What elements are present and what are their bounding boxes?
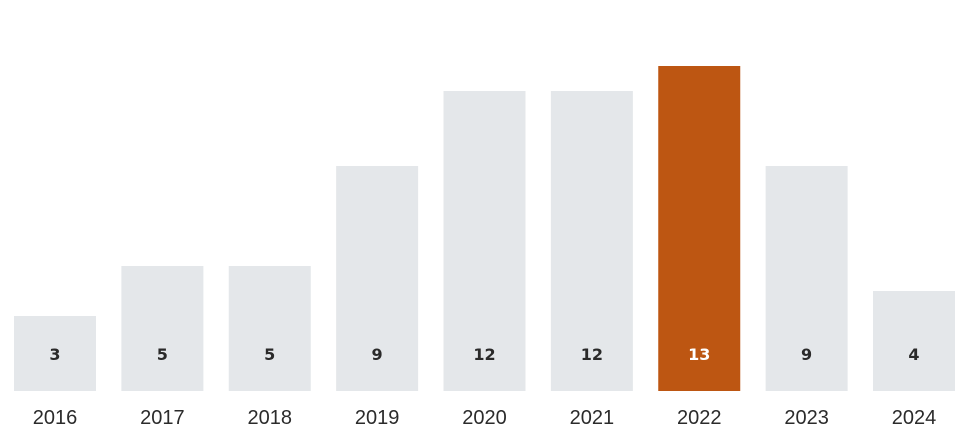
value-label-2017: 5 (157, 345, 168, 364)
x-tick-label-2024: 2024 (892, 407, 937, 429)
bar-2021 (550, 91, 633, 391)
value-label-2022: 13 (688, 345, 710, 364)
value-label-2020: 12 (473, 345, 495, 364)
x-tick-label-2019: 2019 (355, 407, 400, 429)
x-tick-label-2020: 2020 (462, 407, 507, 429)
bar-2024 (873, 291, 955, 391)
value-labels-group: 3 5 5 9 12 12 13 9 4 (49, 345, 919, 364)
value-label-2018: 5 (264, 345, 275, 364)
bar-2020 (443, 91, 526, 391)
x-tick-label-2022: 2022 (677, 407, 722, 429)
x-tick-labels-group: 2016 2017 2018 2019 2020 2021 2022 2023 2024 (33, 407, 937, 429)
bar-2017 (121, 266, 204, 391)
value-label-2019: 9 (372, 345, 383, 364)
x-tick-label-2016: 2016 (33, 407, 78, 429)
value-label-2016: 3 (49, 345, 60, 364)
bars-group (14, 66, 955, 391)
bar-2016 (14, 316, 96, 391)
bar-2022 (658, 66, 741, 391)
x-tick-label-2018: 2018 (248, 407, 293, 429)
bar-2019 (336, 166, 419, 391)
value-label-2024: 4 (908, 345, 919, 364)
bar-2018 (228, 266, 311, 391)
x-tick-label-2021: 2021 (570, 407, 615, 429)
value-label-2021: 12 (581, 345, 603, 364)
x-tick-label-2023: 2023 (784, 407, 829, 429)
value-label-2023: 9 (801, 345, 812, 364)
bar-2023 (765, 166, 848, 391)
x-tick-label-2017: 2017 (140, 407, 185, 429)
